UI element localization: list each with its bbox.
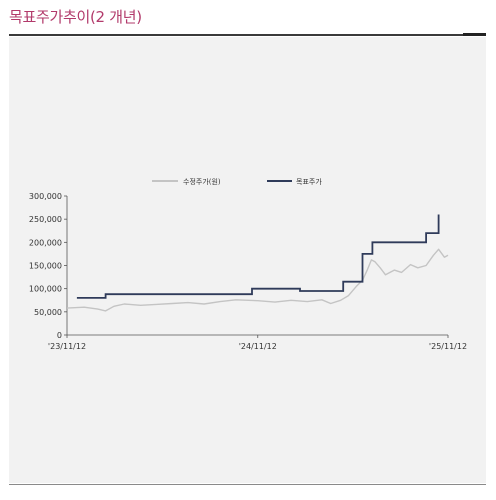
y-tick-label: 0 <box>57 331 62 340</box>
legend: 수정주가(원) 목표주가 <box>152 177 322 186</box>
legend-label-stock-price: 수정주가(원) <box>183 177 221 186</box>
y-tick-label: 250,000 <box>29 215 62 224</box>
stock-price-line <box>66 248 449 312</box>
y-tick-label: 200,000 <box>29 238 62 247</box>
y-tick-label: 100,000 <box>29 285 62 294</box>
target-price-line <box>76 214 440 299</box>
title-underline-end <box>463 33 486 36</box>
series-layer <box>66 214 449 312</box>
y-tick-label: 150,000 <box>29 262 62 271</box>
bottom-rule <box>9 484 486 485</box>
x-tick-label: '24/11/12 <box>239 342 277 351</box>
x-tick-label: '25/11/12 <box>429 342 467 351</box>
chart-title: 목표주가추이(2 개년) <box>9 8 142 26</box>
legend-label-target-price: 목표주가 <box>296 177 322 186</box>
y-tick-label: 300,000 <box>29 192 62 201</box>
axes: 0 50,000 100,000 150,000 200,000 250,000 300,0… <box>29 192 467 351</box>
y-tick-label: 50,000 <box>34 308 62 317</box>
x-tick-label: '23/11/12 <box>48 342 86 351</box>
chart-panel <box>9 37 486 483</box>
title-underline <box>9 34 486 36</box>
